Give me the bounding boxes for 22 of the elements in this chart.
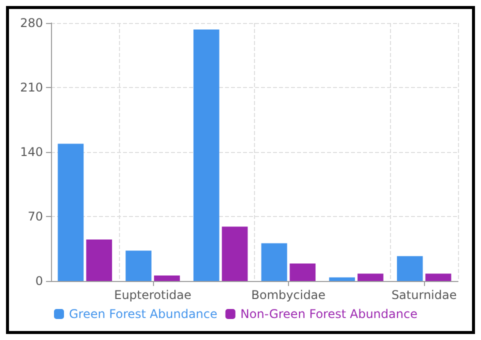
x-tick-label: Eupterotidae <box>114 288 192 302</box>
bar <box>126 250 152 281</box>
y-tick-label: 140 <box>20 145 43 159</box>
bar <box>290 263 316 281</box>
bar <box>58 144 84 281</box>
legend-label: Green Forest Abundance <box>69 307 218 321</box>
bar <box>86 240 112 281</box>
bar <box>222 226 248 281</box>
bar <box>154 275 180 281</box>
bar <box>329 277 355 281</box>
bar <box>425 274 452 281</box>
x-tick-label: Saturnidae <box>391 288 457 302</box>
x-tick-label: Bombycidae <box>251 288 326 302</box>
bar <box>396 256 423 281</box>
legend-label: Non-Green Forest Abundance <box>240 307 418 321</box>
bar <box>193 29 220 281</box>
bar <box>358 274 384 281</box>
y-tick-label: 70 <box>28 210 43 224</box>
bar <box>261 243 288 281</box>
y-tick-label: 210 <box>20 80 43 94</box>
y-tick-label: 280 <box>20 16 43 30</box>
y-tick-label: 0 <box>35 274 43 288</box>
